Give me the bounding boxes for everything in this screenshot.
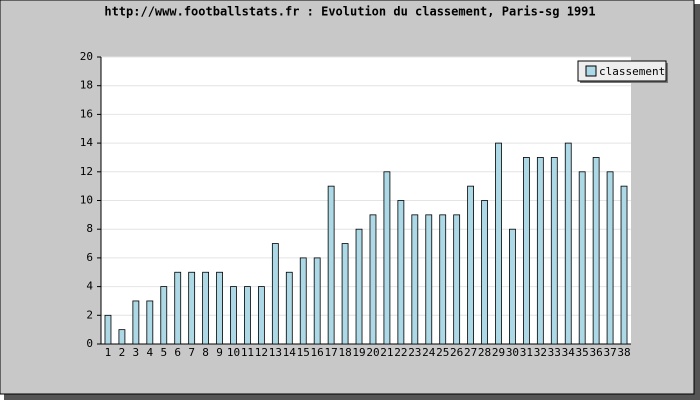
x-tick-label: 33 — [548, 346, 561, 359]
bar — [104, 314, 112, 345]
bar — [160, 286, 168, 345]
x-tick-label: 25 — [436, 346, 449, 359]
x-tick-label: 22 — [394, 346, 407, 359]
x-tick-label: 21 — [380, 346, 393, 359]
bar — [355, 228, 363, 345]
x-tick-label: 6 — [174, 346, 181, 359]
bar — [118, 329, 126, 345]
x-tick-label: 37 — [603, 346, 616, 359]
y-tick-label: 8 — [86, 222, 93, 235]
x-tick-label: 20 — [366, 346, 379, 359]
bar — [327, 185, 335, 345]
y-tick-label: 20 — [80, 50, 93, 63]
x-tick-label: 13 — [269, 346, 282, 359]
x-tick-label: 11 — [241, 346, 254, 359]
bar — [230, 286, 237, 345]
bar — [341, 243, 349, 345]
bar — [202, 271, 210, 345]
x-tick-label: 9 — [216, 346, 223, 359]
x-tick-label: 17 — [325, 346, 338, 359]
y-tick-label: 6 — [86, 251, 93, 264]
bar — [216, 271, 223, 345]
legend-box — [577, 60, 667, 82]
legend-label: classement — [599, 65, 665, 78]
bar — [467, 185, 475, 345]
x-tick-label: 23 — [408, 346, 421, 359]
y-tick-label: 4 — [86, 280, 93, 293]
x-tick-label: 34 — [562, 346, 576, 359]
bar — [564, 142, 572, 345]
bar — [369, 214, 377, 345]
x-tick-label: 35 — [576, 346, 589, 359]
bar — [411, 214, 419, 345]
bar — [536, 157, 544, 345]
y-tick-label: 18 — [80, 79, 93, 92]
x-tick-label: 24 — [422, 346, 436, 359]
bar — [397, 200, 405, 345]
x-tick-label: 38 — [617, 346, 630, 359]
bar — [271, 243, 279, 345]
bar — [174, 271, 182, 345]
x-tick-label: 36 — [590, 346, 603, 359]
x-tick-label: 3 — [133, 346, 140, 359]
x-tick-label: 29 — [492, 346, 505, 359]
x-tick-label: 12 — [255, 346, 268, 359]
y-tick-label: 10 — [80, 194, 93, 207]
x-tick-label: 5 — [160, 346, 167, 359]
y-tick-label: 12 — [80, 165, 93, 178]
x-tick-label: 14 — [283, 346, 297, 359]
x-tick-label: 16 — [311, 346, 324, 359]
x-tick-label: 31 — [520, 346, 533, 359]
x-tick-label: 8 — [202, 346, 209, 359]
bar — [522, 157, 530, 345]
x-tick-label: 15 — [297, 346, 310, 359]
y-tick-label: 2 — [86, 308, 93, 321]
bar — [313, 257, 321, 345]
bar — [188, 271, 196, 345]
x-tick-label: 26 — [450, 346, 463, 359]
bar — [453, 214, 461, 345]
bar — [285, 271, 293, 345]
x-tick-label: 27 — [464, 346, 477, 359]
x-tick-label: 18 — [338, 346, 351, 359]
x-tick-label: 4 — [147, 346, 154, 359]
bar — [244, 286, 251, 345]
bar — [132, 300, 140, 345]
bar — [509, 228, 516, 345]
x-tick-label: 10 — [227, 346, 240, 359]
y-tick-label: 14 — [80, 136, 94, 149]
bar — [146, 300, 154, 345]
bar — [578, 171, 586, 345]
x-tick-label: 2 — [119, 346, 126, 359]
bar — [550, 157, 558, 345]
x-tick-label: 32 — [534, 346, 547, 359]
bar — [299, 257, 307, 345]
x-tick-label: 19 — [352, 346, 365, 359]
x-tick-label: 7 — [188, 346, 195, 359]
bar — [439, 214, 447, 345]
bar — [257, 286, 265, 345]
bar — [606, 171, 614, 345]
legend-swatch — [585, 65, 597, 77]
x-tick-label: 1 — [105, 346, 112, 359]
bar — [481, 200, 488, 345]
y-tick-label: 0 — [86, 337, 93, 350]
x-tick-label: 30 — [506, 346, 519, 359]
bar — [592, 157, 600, 345]
bar — [425, 214, 433, 345]
bar — [620, 185, 628, 345]
bar — [495, 142, 502, 345]
y-tick-label: 16 — [80, 107, 93, 120]
chart-title: http://www.footballstats.fr : Evolution … — [104, 5, 595, 19]
x-tick-label: 28 — [478, 346, 491, 359]
bar — [383, 171, 391, 345]
